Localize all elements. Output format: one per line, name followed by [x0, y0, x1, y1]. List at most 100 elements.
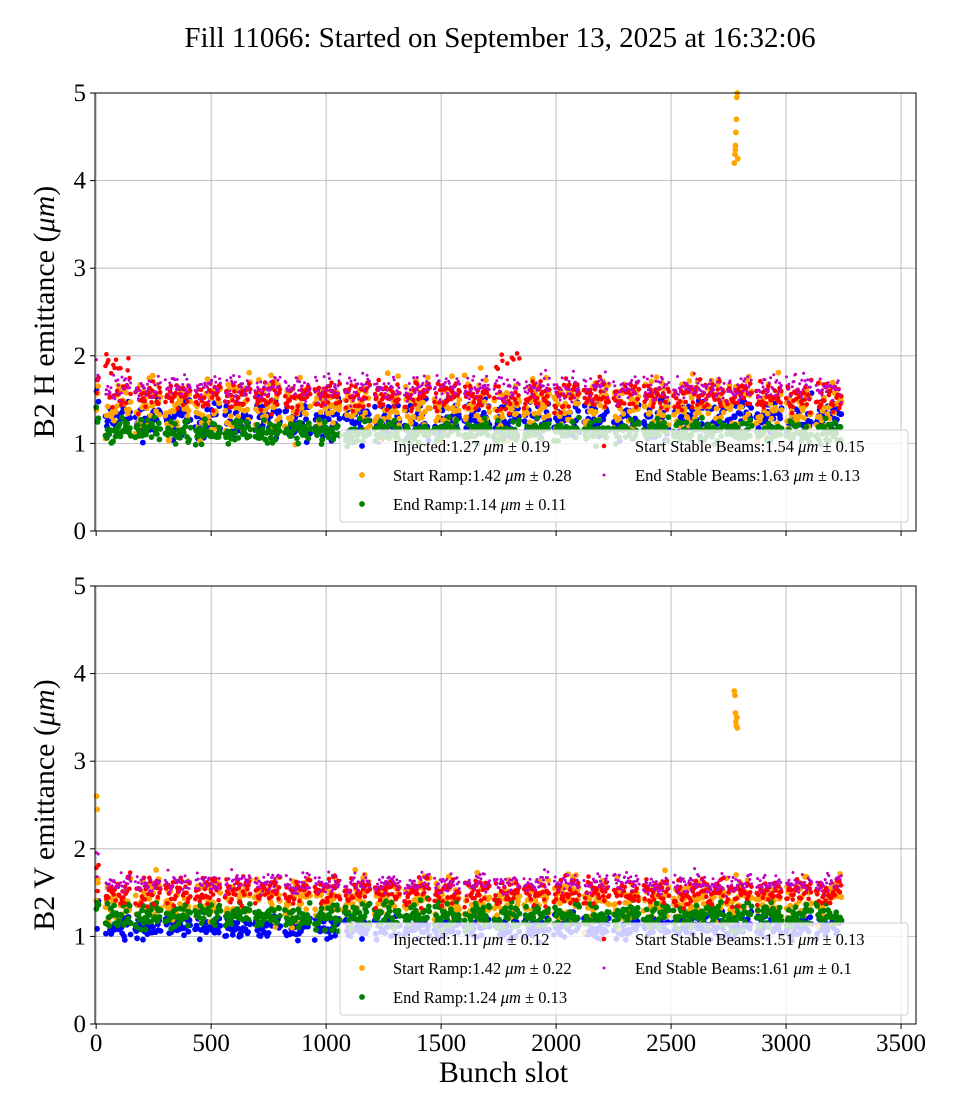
data-point: [216, 396, 221, 402]
data-point: [569, 392, 573, 396]
data-point: [697, 377, 703, 382]
data-point: [245, 379, 249, 383]
data-point: [736, 383, 740, 387]
data-point: [150, 924, 156, 931]
legend-label: End Ramp:1.14 μm ± 0.11: [393, 495, 566, 514]
data-point: [693, 387, 697, 391]
data-point: [268, 372, 274, 379]
data-point: [276, 414, 283, 421]
data-point: [350, 394, 354, 397]
data-point: [248, 391, 252, 395]
data-point: [231, 381, 234, 385]
data-point: [420, 390, 423, 394]
data-point: [646, 409, 653, 416]
data-point: [495, 417, 501, 424]
data-point: [481, 415, 488, 421]
data-point: [666, 389, 672, 395]
data-point: [521, 406, 527, 411]
data-point: [167, 393, 171, 397]
data-point: [662, 385, 666, 389]
data-point: [334, 411, 340, 417]
data-point: [329, 380, 334, 386]
data-point: [692, 372, 696, 376]
data-point: [778, 407, 785, 413]
data-point: [478, 395, 484, 400]
data-point: [300, 384, 304, 388]
data-point: [806, 378, 810, 382]
data-point: [486, 409, 493, 415]
data-point: [553, 386, 557, 390]
data-point: [185, 377, 189, 381]
data-point: [545, 401, 551, 406]
data-point: [625, 386, 629, 390]
data-point: [124, 420, 130, 426]
data-point: [739, 377, 743, 381]
data-point: [314, 375, 318, 379]
data-point: [454, 401, 461, 408]
chart-title: Fill 11066: Started on September 13, 202…: [184, 22, 816, 54]
data-point: [537, 404, 541, 408]
data-point: [224, 400, 228, 404]
data-point: [326, 393, 331, 399]
data-point: [732, 394, 736, 398]
data-point: [498, 389, 502, 393]
data-point: [632, 384, 638, 389]
data-point: [362, 409, 369, 416]
data-point: [425, 380, 428, 384]
data-point: [645, 377, 649, 381]
data-point: [396, 397, 401, 402]
data-point: [584, 379, 588, 383]
legend-label: End Stable Beams:1.63 μm ± 0.13: [635, 466, 860, 485]
data-point: [619, 390, 622, 394]
data-point: [305, 435, 312, 442]
data-point: [754, 390, 758, 394]
data-point: [800, 378, 804, 382]
data-point: [104, 352, 109, 357]
data-point: [494, 392, 498, 396]
data-point: [667, 381, 671, 384]
data-point: [295, 376, 299, 380]
data-point: [185, 399, 190, 404]
data-point: [232, 374, 236, 378]
y-tick-label: 4: [74, 168, 87, 195]
data-point: [308, 386, 312, 390]
data-point: [822, 398, 827, 404]
data-point: [510, 418, 516, 425]
data-point: [177, 434, 183, 441]
data-point: [241, 401, 246, 407]
data-point: [744, 383, 748, 387]
data-point: [515, 898, 521, 904]
data-point: [261, 390, 265, 394]
data-point: [316, 416, 323, 423]
data-point: [464, 389, 468, 393]
data-point: [445, 391, 449, 395]
data-point: [589, 377, 593, 381]
data-point: [299, 389, 303, 393]
data-point: [336, 415, 343, 422]
data-point: [524, 380, 528, 384]
data-point: [173, 390, 178, 396]
data-point: [210, 378, 214, 382]
data-point: [156, 436, 163, 443]
data-point: [704, 386, 708, 390]
data-point: [715, 380, 719, 384]
data-point: [671, 411, 678, 418]
data-point: [204, 376, 211, 382]
data-point: [337, 379, 341, 383]
data-point: [731, 414, 738, 421]
data-point: [386, 414, 392, 420]
data-point: [630, 378, 634, 382]
data-point: [682, 396, 686, 400]
data-point: [244, 406, 251, 413]
data-point: [104, 388, 108, 392]
data-point: [718, 403, 724, 409]
data-point: [822, 415, 829, 422]
data-point: [794, 372, 797, 376]
data-point: [602, 404, 608, 410]
data-point: [452, 385, 455, 389]
data-point: [467, 397, 471, 401]
data-point: [169, 387, 173, 390]
data-point: [508, 384, 512, 388]
data-point: [111, 417, 117, 424]
